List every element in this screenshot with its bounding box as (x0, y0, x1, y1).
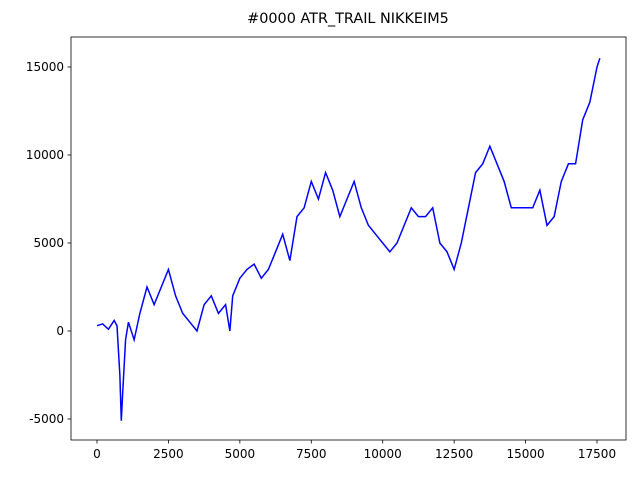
y-tick-label: -5000 (29, 412, 64, 426)
x-tick-label: 7500 (296, 447, 327, 461)
y-tick-label: 5000 (33, 236, 64, 250)
x-tick-label: 17500 (578, 447, 616, 461)
y-tick-label: 10000 (26, 148, 64, 162)
x-tick-label: 12500 (435, 447, 473, 461)
data-line (96, 57, 601, 421)
x-tick-label: 5000 (225, 447, 256, 461)
y-tick-label: 0 (56, 324, 64, 338)
x-tick-label: 15000 (506, 447, 544, 461)
y-tick-label: 15000 (26, 60, 64, 74)
x-tick-label: 0 (93, 447, 101, 461)
x-tick-label: 10000 (364, 447, 402, 461)
plot-frame (70, 36, 627, 441)
x-tick-label: 2500 (153, 447, 184, 461)
chart-title: #0000 ATR_TRAIL NIKKEIM5 (247, 11, 449, 27)
